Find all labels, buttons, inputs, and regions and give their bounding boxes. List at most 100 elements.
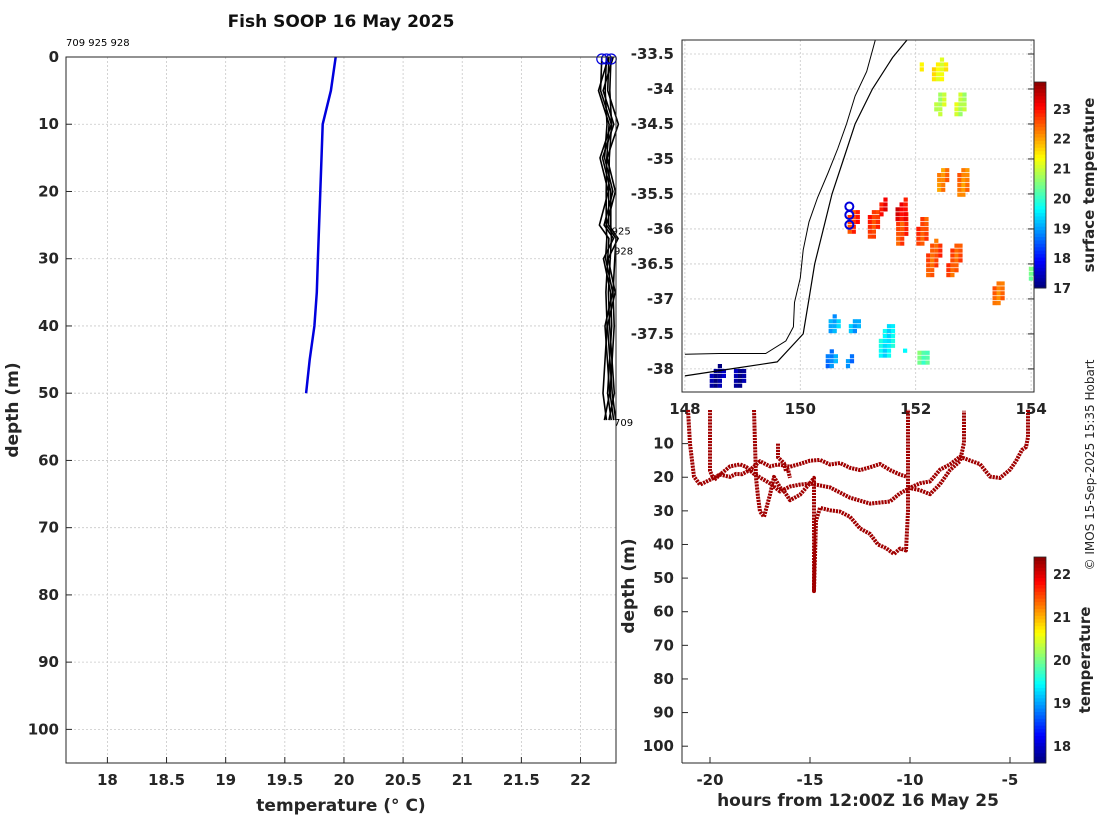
colorbar-swatch — [1034, 191, 1046, 196]
sst-cell — [954, 263, 959, 268]
sst-cell — [946, 268, 951, 273]
colorbar-swatch — [1034, 102, 1046, 107]
sst-cell — [882, 343, 887, 348]
profile-ytick-label: 80 — [38, 586, 59, 604]
sst-cell — [992, 301, 997, 306]
sst-cell — [939, 62, 945, 67]
sst-cell — [930, 258, 935, 263]
sst-cell — [958, 92, 963, 97]
sst-cell — [828, 319, 833, 324]
sst-cell — [962, 97, 967, 102]
sst-cell — [878, 338, 883, 343]
section-xtick-label: -15 — [796, 771, 823, 789]
sst-cell — [930, 263, 935, 268]
map-ytick-label: -33.5 — [631, 45, 674, 63]
colorbar-swatch — [1034, 711, 1046, 716]
sst-cell — [958, 112, 963, 117]
map-colorbar — [1033, 81, 1047, 289]
sst-cell — [895, 207, 900, 212]
colorbar-swatch — [1034, 742, 1046, 747]
sst-cell — [903, 207, 908, 212]
sst-cell — [855, 219, 860, 224]
sst-cell — [926, 273, 931, 278]
colorbar-swatch — [1034, 584, 1046, 589]
sst-cell — [962, 92, 967, 97]
sst-cell — [957, 192, 962, 197]
colorbar-swatch — [1034, 274, 1046, 279]
sst-cell — [829, 364, 834, 369]
sst-cell — [946, 263, 951, 268]
sst-cell — [942, 97, 947, 102]
coastline — [684, 40, 876, 355]
profile-annotation: 928 — [614, 247, 633, 258]
sst-cell — [950, 248, 955, 253]
sst-cell — [957, 173, 962, 178]
colorbar-swatch — [1034, 226, 1046, 231]
sst-cell — [903, 212, 908, 217]
colorbar-swatch — [1034, 618, 1046, 623]
sst-cell — [965, 182, 970, 187]
sst-cell — [855, 215, 860, 220]
section-colorbar-tick: 22 — [1053, 568, 1071, 583]
sst-cell — [851, 210, 856, 215]
sst-cell — [900, 221, 905, 227]
profile-xtick-label: 18.5 — [148, 771, 185, 789]
sst-cell — [883, 207, 888, 212]
colorbar-swatch — [1034, 123, 1046, 128]
colorbar-swatch — [1034, 174, 1046, 179]
sst-cell — [867, 215, 872, 220]
sst-cell — [871, 224, 876, 229]
sst-cell — [829, 349, 834, 354]
profile-xtick-label: 19.5 — [266, 771, 303, 789]
sst-cell — [921, 355, 926, 360]
sst-cell — [875, 224, 881, 229]
colorbar-swatch — [1034, 632, 1046, 637]
sst-cell — [921, 360, 926, 365]
profile-ytick-label: 20 — [38, 182, 59, 200]
sst-cell — [900, 231, 905, 236]
sst-cell — [916, 226, 921, 231]
credit-text: © IMOS 15-Sep-2025 15:35 Hobart — [1083, 359, 1097, 570]
colorbar-swatch — [1034, 236, 1046, 241]
colorbar-swatch — [1034, 577, 1046, 582]
sst-cell — [961, 168, 966, 173]
sst-cell — [903, 197, 908, 202]
sst-cell — [886, 333, 892, 339]
colorbar-swatch — [1034, 745, 1046, 750]
section-ytick-label: 50 — [653, 569, 674, 587]
profile-xtick-label: 18 — [97, 771, 118, 789]
sst-cell — [851, 219, 856, 224]
colorbar-swatch — [1034, 130, 1046, 134]
profile-xtick-label: 22 — [570, 771, 591, 789]
sst-cell — [954, 107, 959, 112]
colorbar-swatch — [1034, 136, 1046, 141]
sst-cell — [713, 378, 718, 383]
map-xtick-label: 148 — [669, 400, 700, 418]
profile-ytick-label: 40 — [38, 317, 59, 335]
sst-cell — [1032, 271, 1034, 276]
colorbar-swatch — [1034, 277, 1046, 282]
section-ytick-label: 100 — [643, 737, 674, 755]
sst-cell — [958, 107, 963, 112]
sst-cell — [935, 72, 941, 77]
colorbar-swatch — [1034, 92, 1046, 97]
section-ytick-label: 90 — [653, 704, 674, 722]
sst-cell — [930, 243, 935, 248]
sst-cell — [849, 359, 855, 364]
map-ytick-label: -38 — [647, 360, 674, 378]
sst-cell — [896, 221, 901, 227]
sst-cell — [934, 263, 939, 268]
colorbar-swatch — [1034, 150, 1046, 155]
sst-cell — [939, 77, 945, 82]
map-ytick-label: -35 — [647, 150, 674, 168]
map-xtick-label: 152 — [900, 400, 931, 418]
sst-cell — [825, 354, 830, 359]
sst-cell — [847, 215, 852, 220]
sst-cell — [925, 360, 930, 365]
sst-cell — [733, 383, 739, 388]
sst-cell — [896, 226, 901, 231]
colorbar-swatch — [1034, 167, 1046, 172]
sst-cell — [1000, 286, 1005, 291]
colorbar-swatch — [1034, 560, 1046, 565]
sst-cell — [935, 62, 941, 67]
